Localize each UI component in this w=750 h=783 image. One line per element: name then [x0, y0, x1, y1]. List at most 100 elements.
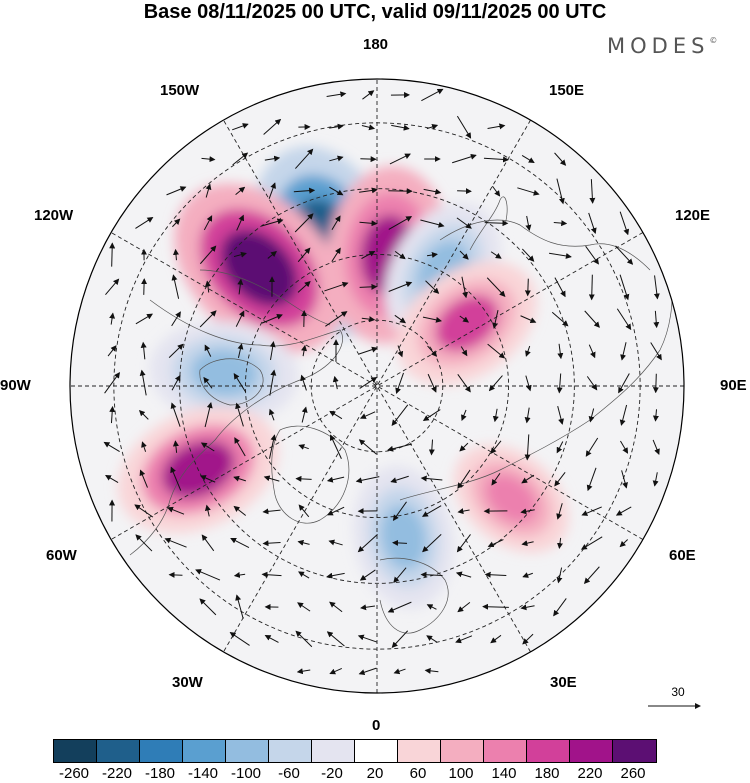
wind-vector — [618, 373, 630, 394]
wind-vector — [329, 186, 344, 196]
wind-vector — [455, 571, 472, 578]
wind-vector — [229, 632, 250, 646]
wind-vector — [616, 308, 632, 331]
wind-vector — [264, 635, 279, 643]
wind-vector — [461, 409, 467, 421]
wind-vector — [391, 630, 409, 649]
colorbar-tick-label: -220 — [101, 765, 133, 782]
colorbar-swatch — [613, 740, 656, 762]
wind-vector — [326, 476, 345, 483]
wind-vector — [297, 280, 311, 293]
wind-vector — [234, 437, 246, 457]
wind-vector — [172, 440, 179, 453]
wind-vector — [520, 508, 535, 515]
wind-vector — [459, 442, 469, 452]
wind-vector — [589, 179, 596, 204]
colorbar-tick-label: -60 — [278, 765, 300, 782]
wind-vector — [109, 405, 116, 424]
wind-vector — [620, 440, 629, 454]
colorbar-swatch — [398, 740, 441, 762]
wind-vector — [204, 504, 211, 517]
wind-vector — [134, 504, 154, 518]
wind-vector — [200, 442, 215, 452]
colorbar — [53, 739, 657, 763]
wind-vector — [204, 401, 213, 428]
wind-vector — [263, 118, 282, 135]
wind-vector — [359, 283, 378, 290]
meridian-line — [223, 119, 531, 653]
wind-vector — [298, 571, 310, 579]
wind-vector — [549, 252, 572, 259]
coastline-hudson-bay — [199, 358, 264, 406]
wind-vector — [456, 217, 472, 229]
colorbar-tick-label: 100 — [448, 765, 474, 782]
wind-vector — [615, 245, 634, 265]
anomaly-blob — [380, 505, 427, 570]
wind-vector — [295, 148, 314, 169]
colorbar-swatch — [312, 740, 355, 762]
wind-vector — [298, 444, 309, 450]
wind-vector — [521, 248, 535, 262]
wind-vector — [135, 313, 153, 325]
colorbar-tick-label: 220 — [577, 765, 603, 782]
wind-vector — [522, 633, 534, 645]
wind-vector — [388, 281, 413, 292]
wind-vector — [233, 373, 247, 393]
colorbar-tick-label: 140 — [491, 765, 517, 782]
wind-vector — [389, 153, 411, 165]
colorbar-swatch — [484, 740, 527, 762]
wind-vector — [521, 155, 535, 164]
wind-vector — [482, 603, 509, 610]
wind-vector — [588, 212, 597, 235]
wind-vector — [171, 274, 180, 299]
wind-vector — [554, 277, 566, 298]
colorbar-tick-label: -20 — [321, 765, 343, 782]
anomaly-blob — [435, 295, 499, 351]
wind-vector — [297, 539, 310, 546]
wind-vector — [141, 441, 147, 452]
wind-vector — [420, 475, 443, 482]
wind-vector — [235, 310, 245, 327]
wind-vector — [581, 506, 602, 516]
wind-vector — [488, 375, 503, 392]
wind-vector — [235, 402, 244, 427]
wind-vector — [297, 247, 311, 263]
wind-vector — [551, 311, 569, 327]
wind-vector — [557, 343, 564, 360]
wind-vector — [457, 601, 471, 613]
wind-vector — [262, 540, 281, 547]
wind-vector — [525, 345, 531, 357]
wind-vector — [138, 409, 149, 420]
colorbar-tick-label: 180 — [534, 765, 560, 782]
wind-vector — [487, 123, 506, 130]
wind-vector — [269, 341, 276, 361]
wind-vector — [387, 443, 413, 452]
label-lon-60e: 60E — [669, 547, 696, 564]
wind-vector — [490, 440, 502, 454]
wind-vector — [424, 667, 439, 674]
wind-vector — [556, 503, 563, 520]
wind-vector — [236, 214, 245, 231]
colorbar-swatch — [97, 740, 140, 762]
colorbar-swatch — [355, 740, 398, 762]
wind-vector — [517, 187, 540, 196]
wind-vector — [492, 408, 499, 423]
wind-vector — [395, 372, 404, 395]
wind-vector — [615, 506, 632, 516]
wind-vector — [297, 602, 311, 612]
wind-vector — [296, 668, 311, 675]
wind-vector — [584, 310, 600, 328]
wind-vector — [520, 604, 535, 611]
wind-vector — [556, 441, 564, 454]
wind-vector — [294, 213, 314, 233]
wind-vector — [170, 466, 182, 491]
wind-vector — [105, 474, 119, 483]
wind-vector — [521, 474, 535, 484]
copyright-mark: © — [709, 36, 718, 45]
wind-vector — [237, 278, 244, 295]
colorbar-swatch — [183, 740, 226, 762]
wind-vector — [358, 439, 377, 455]
wind-vector — [426, 635, 438, 643]
wind-vector — [421, 505, 442, 517]
wind-vector — [525, 215, 532, 231]
